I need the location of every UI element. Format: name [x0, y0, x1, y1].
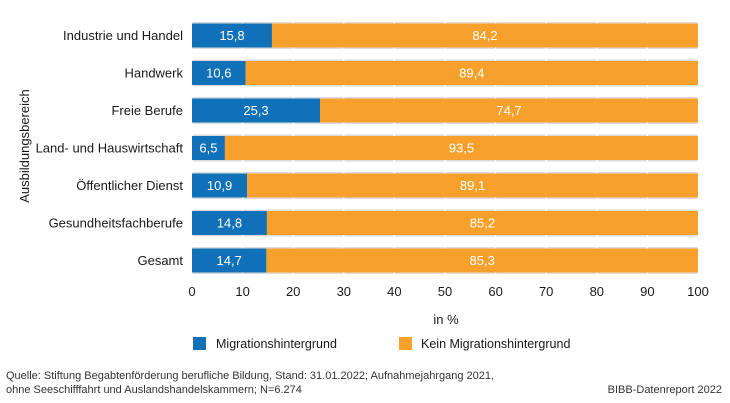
bar-gesamt-migrationshintergrund [192, 248, 267, 273]
category-labels: Industrie und Handel Handwerk Freie Berufe… [36, 28, 184, 268]
x-tick-label-90: 90 [640, 284, 654, 299]
bar-industrie-und-handel-kein-migrationshintergrund [271, 23, 698, 48]
bar-öffentlicher-dienst-migrationshintergrund [192, 173, 248, 198]
value-label-industrie-und-handel-kein-migrationshintergrund: 84,2 [472, 28, 497, 43]
chart: 15,8 84,2 10,6 89,4 25,3 74,7 6,5 93,5 10,9 89,1 1… [17, 20, 709, 351]
x-tick-label-50: 50 [438, 284, 452, 299]
value-label-freie-berufe-kein-migrationshintergrund: 74,7 [496, 103, 521, 118]
bar-land-und-hauswirtschaft-kein-migrationshintergrund [224, 136, 698, 160]
x-tick-labels: 0 10 20 30 40 50 60 70 80 90 100 [188, 284, 708, 299]
y-axis-label: Ausbildungsbereich [17, 89, 32, 202]
bar-öffentlicher-dienst-kein-migrationshintergrund [247, 173, 699, 198]
x-tick-label-20: 20 [286, 284, 300, 299]
legend: Migrationshintergrund Kein Migrationshin… [193, 337, 570, 351]
value-label-öffentlicher-dienst-kein-migrationshintergrund: 89,1 [460, 178, 485, 193]
bar-handwerk-migrationshintergrund [192, 61, 246, 85]
bar-gesundheitsfachberufe-migrationshintergrund [192, 211, 267, 235]
category-label-gesundheitsfachberufe: Gesundheitsfachberufe [49, 216, 183, 231]
source-note: Quelle: Stiftung Begabtenförderung beruf… [6, 369, 494, 397]
bar-freie-berufe-kein-migrationshintergrund [320, 98, 698, 123]
value-label-handwerk-migrationshintergrund: 10,6 [206, 66, 231, 81]
legend-swatch-migrationshintergrund [193, 337, 206, 350]
value-label-industrie-und-handel-migrationshintergrund: 15,8 [219, 28, 244, 43]
bar-industrie-und-handel-migrationshintergrund [192, 23, 272, 48]
legend-swatch-kein-migrationshintergrund [399, 337, 412, 350]
bar-gesamt-kein-migrationshintergrund [266, 248, 698, 273]
value-label-gesundheitsfachberufe-kein-migrationshintergrund: 85,2 [470, 216, 495, 231]
bar-handwerk-kein-migrationshintergrund [245, 61, 699, 85]
bars [192, 23, 699, 273]
x-tick-label-100: 100 [687, 284, 709, 299]
bar-gesundheitsfachberufe-kein-migrationshintergrund [266, 211, 698, 235]
category-label-industrie-und-handel: Industrie und Handel [63, 28, 183, 43]
legend-label-kein-migrationshintergrund: Kein Migrationshintergrund [421, 337, 570, 351]
category-label-land-und-hauswirtschaft: Land- und Hauswirtschaft [36, 141, 184, 156]
category-label-freie-berufe: Freie Berufe [111, 103, 183, 118]
bar-freie-berufe-migrationshintergrund [192, 98, 321, 123]
value-label-land-und-hauswirtschaft-migrationshintergrund: 6,5 [199, 141, 217, 156]
legend-label-migrationshintergrund: Migrationshintergrund [216, 337, 337, 351]
value-labels: 15,8 84,2 10,6 89,4 25,3 74,7 6,5 93,5 10,9 89,1 1… [199, 28, 521, 268]
value-label-land-und-hauswirtschaft-kein-migrationshintergrund: 93,5 [449, 141, 474, 156]
category-label-öffentlicher-dienst: Öffentlicher Dienst [76, 178, 183, 193]
source-line-1: Quelle: Stiftung Begabtenförderung beruf… [6, 370, 495, 382]
category-label-handwerk: Handwerk [124, 66, 183, 81]
x-tick-label-0: 0 [188, 284, 195, 299]
x-tick-label-40: 40 [387, 284, 401, 299]
source-line-2: ohne Seeschifffahrt und Auslandshandelsk… [6, 384, 302, 396]
value-label-freie-berufe-migrationshintergrund: 25,3 [243, 103, 268, 118]
x-tick-label-10: 10 [235, 284, 249, 299]
x-tick-label-30: 30 [337, 284, 351, 299]
report-credit: BIBB-Datenreport 2022 [607, 384, 722, 396]
x-tick-label-60: 60 [488, 284, 502, 299]
value-label-öffentlicher-dienst-migrationshintergrund: 10,9 [207, 178, 232, 193]
category-label-gesamt: Gesamt [137, 253, 183, 268]
value-label-gesamt-migrationshintergrund: 14,7 [217, 253, 242, 268]
value-label-gesundheitsfachberufe-migrationshintergrund: 14,8 [217, 216, 242, 231]
value-label-handwerk-kein-migrationshintergrund: 89,4 [459, 66, 484, 81]
x-tick-label-70: 70 [539, 284, 553, 299]
x-axis-label: in % [433, 312, 459, 327]
value-label-gesamt-kein-migrationshintergrund: 85,3 [470, 253, 495, 268]
x-tick-label-80: 80 [590, 284, 604, 299]
bar-land-und-hauswirtschaft-migrationshintergrund [192, 136, 225, 160]
